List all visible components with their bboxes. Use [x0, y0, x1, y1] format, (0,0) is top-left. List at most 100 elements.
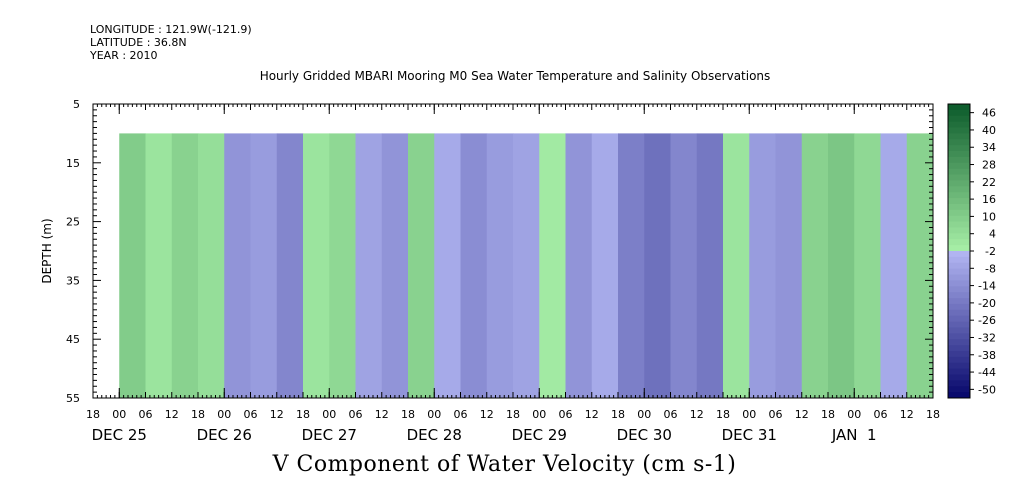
- x-hour-tick-label: 06: [664, 408, 678, 421]
- heatmap-cell: [565, 133, 593, 398]
- colorbar-swatch: [948, 345, 970, 352]
- x-hour-tick-label: 00: [742, 408, 756, 421]
- colorbar-label: 22: [982, 176, 996, 189]
- heatmap-cell: [250, 133, 278, 398]
- colorbar-label: 10: [982, 210, 996, 223]
- heatmap-cell: [828, 133, 855, 398]
- colorbar-swatch: [948, 286, 970, 293]
- x-hour-tick-label: 18: [926, 408, 940, 421]
- x-hour-tick-label: 12: [270, 408, 284, 421]
- colorbar-swatch: [948, 256, 970, 264]
- colorbar-swatch: [948, 303, 970, 311]
- colorbar-swatch: [948, 109, 970, 117]
- colorbar-swatch: [948, 127, 970, 134]
- heatmap-cell: [539, 133, 566, 398]
- colorbar-swatch: [948, 104, 970, 111]
- y-tick-label: 35: [66, 274, 80, 287]
- colorbar-label: -38: [978, 349, 996, 362]
- heatmap-cell: [591, 133, 619, 398]
- heatmap-cell: [329, 133, 356, 398]
- x-hour-tick-label: 12: [375, 408, 389, 421]
- heatmap-cells: [119, 133, 934, 398]
- heatmap-cell: [618, 133, 645, 398]
- heatmap-cell: [670, 133, 698, 398]
- colorbar-label: -8: [985, 262, 996, 275]
- heatmap-cell: [513, 133, 540, 398]
- axes: 18 00 06 12 18 00 06 12 18 00 06 12 18 00 06 12 18 00 06 12…: [40, 98, 940, 444]
- x-day-label: DEC 29: [512, 426, 567, 444]
- heatmap-cell: [145, 133, 173, 398]
- colorbar-label: 46: [982, 107, 996, 120]
- x-day-label: JAN 1: [831, 426, 877, 444]
- heatmap-cell: [749, 133, 776, 398]
- heatmap-cell: [460, 133, 488, 398]
- colorbar-swatch: [948, 374, 970, 381]
- colorbar-label: -26: [978, 314, 996, 327]
- x-hour-tick-label: 06: [454, 408, 468, 421]
- x-hour-tick-label: 00: [532, 408, 546, 421]
- colorbar-swatch: [948, 274, 970, 281]
- x-hour-tick-label: 12: [585, 408, 599, 421]
- x-hour-tick-label: 06: [559, 408, 573, 421]
- year-label: YEAR : 2010: [90, 49, 158, 62]
- colorbar-swatch: [948, 192, 970, 199]
- x-hour-tick-label: 18: [191, 408, 205, 421]
- colorbar-swatch: [948, 133, 970, 140]
- heatmap-cell: [171, 133, 199, 398]
- chart-title: Hourly Gridded MBARI Mooring M0 Sea Wate…: [259, 69, 771, 83]
- latitude-label: LATITUDE : 36.8N: [90, 36, 187, 49]
- x-hour-tick-label: 18: [716, 408, 730, 421]
- colorbar-swatch: [948, 386, 970, 393]
- heatmap-cell: [486, 133, 514, 398]
- x-hour-tick-label: 12: [795, 408, 809, 421]
- colorbar-swatch: [948, 251, 970, 258]
- colorbar-label: 4: [989, 228, 996, 241]
- colorbar-swatch: [948, 339, 970, 346]
- x-hour-tick-label: 00: [322, 408, 336, 421]
- variable-label: V Component of Water Velocity (cm s-1): [272, 452, 737, 477]
- colorbar-label: 34: [982, 141, 996, 154]
- colorbar-swatch: [948, 350, 970, 358]
- colorbar-swatch: [948, 115, 970, 123]
- x-day-label: DEC 27: [302, 426, 357, 444]
- heatmap-cell: [854, 133, 881, 398]
- heatmap-cell: [198, 133, 225, 398]
- colorbar-swatch: [948, 168, 970, 175]
- x-day-label: DEC 28: [407, 426, 462, 444]
- x-day-label: DEC 26: [197, 426, 252, 444]
- heatmap-cell: [906, 133, 934, 398]
- x-hour-tick-label: 00: [112, 408, 126, 421]
- colorbar-label: 28: [982, 159, 996, 172]
- heatmap-cell: [723, 133, 750, 398]
- colorbar-swatch: [948, 362, 970, 369]
- x-hour-tick-label: 06: [244, 408, 258, 421]
- colorbar-swatch: [948, 245, 970, 252]
- colorbar-swatch: [948, 368, 970, 375]
- y-tick-label: 5: [73, 98, 80, 111]
- colorbar-swatch: [948, 221, 970, 228]
- heatmap-cell: [303, 133, 330, 398]
- x-hour-tick-label: 00: [217, 408, 231, 421]
- colorbar-swatch: [948, 233, 970, 240]
- colorbar-label: -50: [978, 383, 996, 396]
- y-tick-label: 55: [66, 392, 80, 405]
- x-day-label: DEC 30: [617, 426, 672, 444]
- x-hour-tick-label: 18: [86, 408, 100, 421]
- heatmap-cell: [434, 133, 461, 398]
- x-hour-tick-label: 06: [874, 408, 888, 421]
- colorbar-label: -2: [985, 245, 996, 258]
- heatmap-cell: [355, 133, 383, 398]
- colorbar-swatch: [948, 292, 970, 299]
- x-hour-tick-label: 00: [637, 408, 651, 421]
- heatmap-cell: [644, 133, 671, 398]
- x-hour-tick-label: 00: [427, 408, 441, 421]
- heatmap-cell: [276, 133, 304, 398]
- x-hour-tick-label: 12: [900, 408, 914, 421]
- colorbar-label: 16: [982, 193, 996, 206]
- colorbar-swatch: [948, 309, 970, 317]
- colorbar-swatch: [948, 380, 970, 387]
- x-hour-tick-label: 18: [821, 408, 835, 421]
- colorbar-swatch: [948, 215, 970, 222]
- x-hour-tick-label: 12: [165, 408, 179, 421]
